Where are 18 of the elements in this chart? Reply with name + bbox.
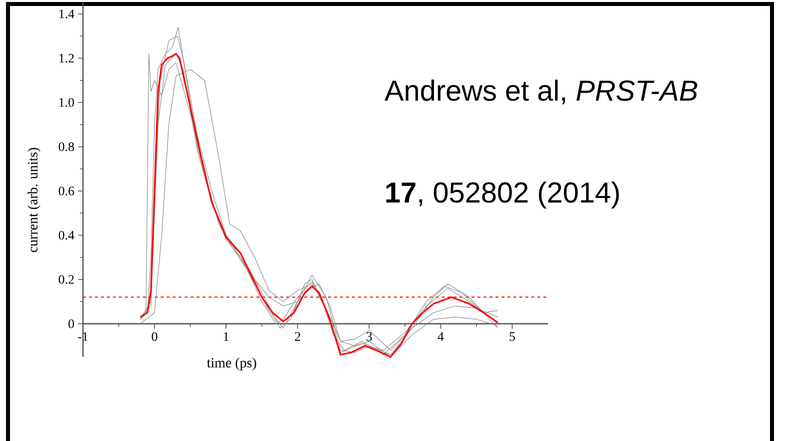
x-tick-label: 0 bbox=[152, 332, 158, 341]
x-tick-label: 5 bbox=[510, 332, 515, 341]
x-tick-label: 4 bbox=[438, 332, 444, 341]
x-tick-label: 3 bbox=[366, 332, 372, 341]
y-tick-label: 0 bbox=[68, 319, 74, 328]
y-tick-label: 1.4 bbox=[59, 10, 74, 18]
y-tick-label: 0.8 bbox=[58, 142, 74, 152]
y-tick-label: 0.6 bbox=[58, 186, 74, 196]
y-tick-label: 1.2 bbox=[59, 54, 74, 63]
x-tick-label: 2 bbox=[294, 332, 300, 341]
y-tick-label: 1.0 bbox=[59, 98, 74, 107]
y-tick-label: 0.2 bbox=[58, 275, 74, 284]
x-axis-title: time (ps) bbox=[206, 358, 256, 370]
x-tick-label: 1 bbox=[224, 332, 229, 341]
y-tick-label: 0.4 bbox=[58, 230, 74, 240]
annotation: 17, 052802 (2014) bbox=[386, 182, 619, 208]
y-axis-title: current (arb. units) bbox=[28, 148, 40, 252]
annotation: Andrews et al, PRST-AB bbox=[384, 80, 698, 104]
